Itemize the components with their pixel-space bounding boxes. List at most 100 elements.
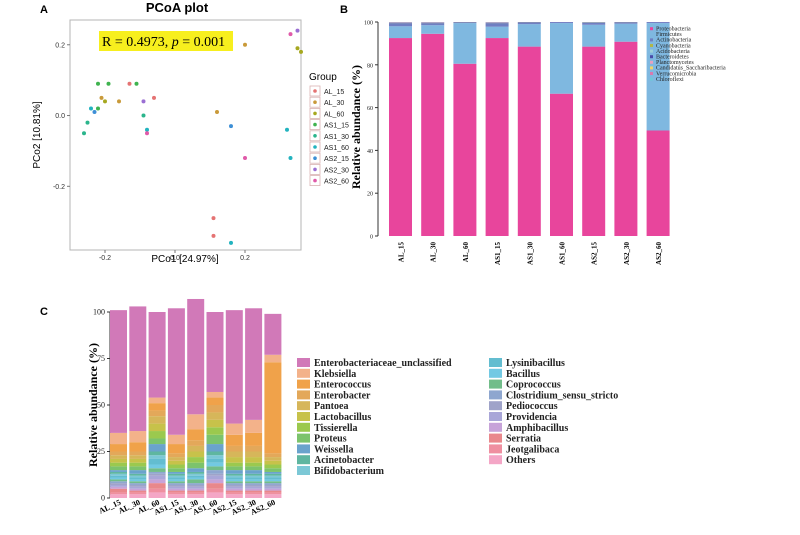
genus-bar-segment (245, 463, 262, 467)
genus-bar-segment (245, 481, 262, 483)
pcoa-point-as1-30 (82, 131, 86, 135)
genus-bar-segment (129, 466, 146, 470)
pcoa-point-al-15 (152, 96, 156, 100)
genus-bar-segment (110, 474, 127, 476)
genus-legend-key (297, 434, 310, 443)
genus-bar-segment (207, 455, 224, 459)
genus-bar-segment (245, 476, 262, 478)
genus-bar-segment (264, 481, 281, 483)
pcoa-legend-marker (313, 179, 317, 183)
phylum-legend-key (650, 44, 653, 47)
genus-bar-segment (187, 463, 204, 469)
genus-bar-segment (168, 453, 185, 457)
phylum-legend-key (650, 66, 653, 69)
pcoa-point-al-30 (215, 110, 219, 114)
genus-bar-segment (129, 492, 146, 494)
pcoa-y-tick-label: 0.2 (55, 42, 65, 49)
genus-bar-segment (187, 440, 204, 446)
genus-bar-segment (207, 452, 224, 456)
pcoa-point-al-30 (243, 43, 247, 47)
genus-bar-segment (187, 474, 204, 476)
genus-bar-segment (110, 478, 127, 480)
genus-legend-label: Lysinibacillus (506, 358, 565, 369)
genus-bar-segment (207, 466, 224, 470)
genus-legend-key (489, 358, 502, 367)
genus-bar-segment (207, 492, 224, 498)
pcoa-legend-marker (313, 112, 317, 116)
genus-bar-segment (129, 459, 146, 463)
pcoa-legend-label: AL_30 (324, 100, 344, 107)
genus-bar-segment (187, 429, 204, 440)
genus-bar-segment (264, 461, 281, 465)
genus-bar-segment (245, 470, 262, 474)
pcoa-legend-marker (313, 100, 317, 104)
genus-bar-segment (110, 483, 127, 485)
genus-bar-segment (149, 465, 166, 469)
genus-legend-key (489, 380, 502, 389)
genus-bar-segment (168, 308, 185, 434)
genus-bar-segment (129, 470, 146, 474)
genus-bar-segment (129, 474, 146, 476)
genus-bar-segment (207, 479, 224, 483)
genus-bar-segment (187, 299, 204, 414)
genus-bar-segment (149, 492, 166, 498)
pcoa-legend-marker (313, 134, 317, 138)
genus-legend-key (297, 369, 310, 378)
phylum-y-tick-label: 60 (367, 106, 373, 112)
genus-bar-segment (226, 466, 243, 470)
pcoa-legend-label: AS2_30 (324, 167, 349, 174)
genus-bar-segment (110, 485, 127, 487)
genus-bar-segment (110, 433, 127, 444)
genus-bar-segment (110, 444, 127, 451)
genus-legend-label: Enterobacter (314, 390, 371, 401)
pcoa-x-tick-label: 0.2 (240, 255, 250, 262)
phylum-bar-segment (486, 38, 509, 236)
genus-bar-segment (129, 306, 146, 431)
phylum-bar-segment (453, 64, 476, 236)
pcoa-y-tick-label: -0.2 (53, 184, 65, 191)
pcoa-point-as2-60 (243, 156, 247, 160)
phylum-bar-segment (614, 22, 637, 23)
pcoa-point-as1-30 (142, 114, 146, 118)
pcoa-legend-marker (313, 156, 317, 160)
genus-bar-segment (187, 494, 204, 498)
phylum-bar-segment (614, 42, 637, 236)
pcoa-x-label: PCo1 [24.97%] (151, 254, 218, 265)
genus-bar-segment (264, 489, 281, 491)
pcoa-stat-annotation: R = 0.4973, p = 0.001 (102, 35, 225, 50)
genus-bar-segment (168, 435, 185, 444)
pcoa-point-al-60 (296, 46, 300, 50)
genus-legend-key (297, 358, 310, 367)
genus-bar-segment (207, 474, 224, 476)
genus-bar-segment (207, 312, 224, 392)
genus-bar-segment (168, 481, 185, 483)
genus-bar-segment (149, 452, 166, 456)
genus-legend-label: Proteus (314, 434, 347, 445)
genus-legend-label: Lactobacillus (314, 412, 371, 423)
pcoa-point-as2-60 (145, 131, 149, 135)
genus-bar-segment (187, 476, 204, 478)
genus-bar-segment (187, 457, 204, 463)
pcoa-legend-title: Group (309, 72, 337, 83)
genus-bar-segment (168, 478, 185, 480)
genus-bar-segment (226, 463, 243, 467)
phylum-bar-segment (421, 23, 444, 25)
genus-bar-segment (149, 438, 166, 444)
phylum-x-tick-label: AS2_30 (623, 242, 631, 265)
genus-bar-segment (168, 489, 185, 491)
genus-bar-segment (264, 494, 281, 498)
genus-bar-segment (226, 487, 243, 489)
genus-legend-key (297, 466, 310, 475)
genus-bar-segment (226, 485, 243, 487)
genus-bar-segment (207, 444, 224, 451)
genus-bar-segment (245, 446, 262, 452)
phylum-bar-segment (421, 34, 444, 236)
genus-bar-segment (168, 494, 185, 498)
genus-bar-segment (245, 308, 262, 420)
genus-bar-segment (168, 444, 185, 453)
genus-bar-segment (187, 479, 204, 483)
genus-legend-label: Serratia (506, 434, 541, 445)
phylum-bar-segment (614, 24, 637, 42)
genus-bar-segment (226, 492, 243, 494)
genus-bar-segment (264, 479, 281, 481)
